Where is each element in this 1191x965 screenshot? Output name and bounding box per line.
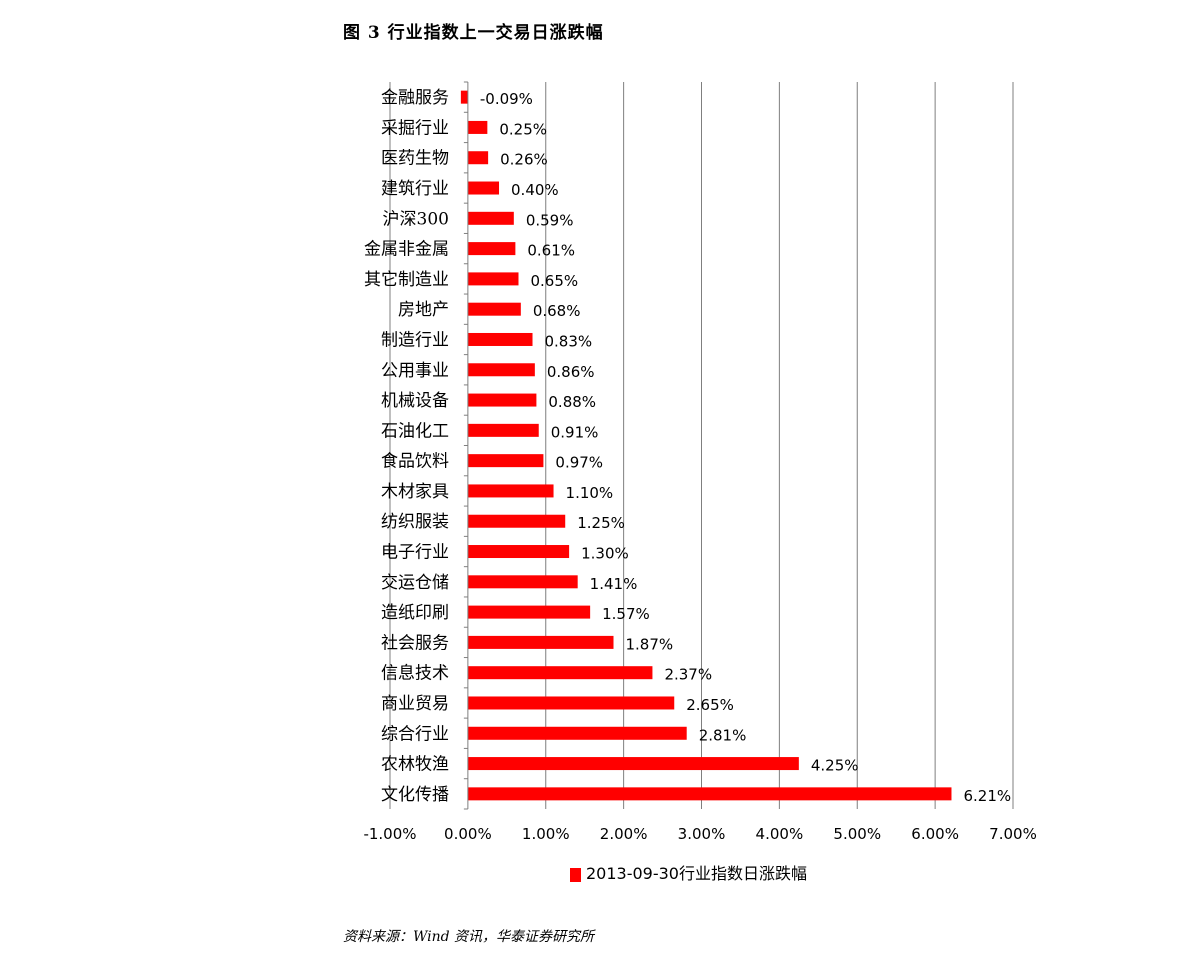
category-label: 综合行业 (381, 724, 449, 744)
bar (467, 545, 570, 559)
bar (467, 302, 521, 316)
data-label: 1.30% (581, 545, 629, 563)
bar (467, 787, 952, 801)
category-label: 采掘行业 (381, 118, 449, 138)
data-label: 0.61% (527, 242, 575, 260)
data-label: 1.25% (577, 514, 625, 532)
category-label: 建筑行业 (381, 179, 449, 199)
category-label: 信息技术 (381, 664, 449, 684)
x-tick-label: -1.00% (363, 825, 416, 843)
category-label: 农林牧渔 (381, 755, 449, 775)
data-label: 1.57% (602, 605, 650, 623)
data-label: 0.97% (555, 454, 603, 472)
bar (467, 454, 544, 468)
category-label: 石油化工 (381, 421, 449, 441)
bar (467, 211, 514, 225)
bar (467, 666, 653, 680)
data-label: 1.87% (626, 635, 674, 653)
bar (467, 120, 488, 134)
data-label: 0.65% (530, 272, 578, 290)
x-tick-label: 2.00% (600, 825, 648, 843)
bars (460, 90, 952, 801)
bar (467, 272, 519, 286)
gridlines (389, 82, 1014, 809)
bar (467, 514, 566, 528)
value-labels: -0.09% 0.25% 0.26% 0.40% 0.59% 0.61% 0.65% 0.68… (480, 90, 1011, 805)
data-label: 0.25% (499, 120, 547, 138)
bar (467, 605, 591, 619)
source-note: 资料来源：Wind 资讯，华泰证券研究所 (343, 929, 595, 945)
data-label: 4.25% (811, 757, 859, 775)
bar (467, 242, 516, 256)
category-label: 公用事业 (381, 361, 449, 381)
category-label: 社会服务 (381, 633, 449, 653)
category-label: 文化传播 (381, 785, 449, 805)
data-label: 2.81% (699, 726, 747, 744)
data-label: 2.37% (664, 666, 712, 684)
x-tick-label: 4.00% (756, 825, 804, 843)
bar (467, 363, 535, 377)
bar (460, 90, 468, 104)
bar (467, 726, 687, 740)
figure-title: 图 3 行业指数上一交易日涨跌幅 (343, 23, 604, 43)
data-label: 0.83% (545, 332, 593, 350)
data-label: 6.21% (963, 787, 1011, 805)
category-label: 纺织服装 (381, 512, 449, 532)
x-axis-ticks: -1.00% 0.00% 1.00% 2.00% 3.00% 4.00% 5.00% 6.00… (363, 825, 1036, 843)
data-label: 1.41% (590, 575, 638, 593)
bar (467, 696, 675, 710)
category-label: 电子行业 (381, 543, 449, 563)
category-label: 制造行业 (381, 330, 449, 350)
bar (467, 332, 533, 346)
category-label: 木材家具 (381, 482, 449, 502)
category-label: 沪深300 (383, 209, 449, 229)
legend: 2013-09-30行业指数日涨跌幅 (570, 864, 807, 883)
category-label: 金融服务 (381, 88, 449, 108)
data-label: 0.59% (526, 211, 574, 229)
bar (467, 484, 554, 498)
data-label: 0.86% (547, 363, 595, 381)
x-tick-label: 1.00% (522, 825, 570, 843)
data-label: 0.91% (551, 423, 599, 441)
bar (467, 757, 799, 771)
data-label: 2.65% (686, 696, 734, 714)
data-label: -0.09% (480, 90, 533, 108)
category-label: 机械设备 (381, 391, 449, 411)
bar (467, 393, 537, 407)
x-tick-label: 7.00% (989, 825, 1037, 843)
legend-swatch (570, 868, 581, 882)
x-tick-label: 3.00% (678, 825, 726, 843)
data-label: 0.68% (533, 302, 581, 320)
category-label: 金属非金属 (364, 240, 449, 260)
bar (467, 181, 500, 195)
x-tick-label: 6.00% (911, 825, 959, 843)
data-label: 0.88% (548, 393, 596, 411)
bar (467, 575, 578, 589)
category-label: 食品饮料 (381, 452, 449, 472)
category-label: 房地产 (398, 300, 449, 320)
bar (467, 151, 489, 165)
category-label: 造纸印刷 (381, 603, 449, 623)
data-label: 0.40% (511, 181, 559, 199)
data-label: 0.26% (500, 151, 548, 169)
legend-label: 2013-09-30行业指数日涨跌幅 (586, 864, 807, 883)
category-label: 其它制造业 (364, 270, 449, 290)
bar (467, 635, 614, 649)
x-tick-label: 5.00% (833, 825, 881, 843)
data-label: 1.10% (566, 484, 614, 502)
category-label: 商业贸易 (381, 694, 449, 714)
y-axis (463, 81, 469, 810)
category-label: 医药生物 (381, 149, 449, 169)
category-label: 交运仓储 (381, 573, 449, 593)
x-tick-label: 0.00% (444, 825, 492, 843)
bar (467, 423, 539, 437)
